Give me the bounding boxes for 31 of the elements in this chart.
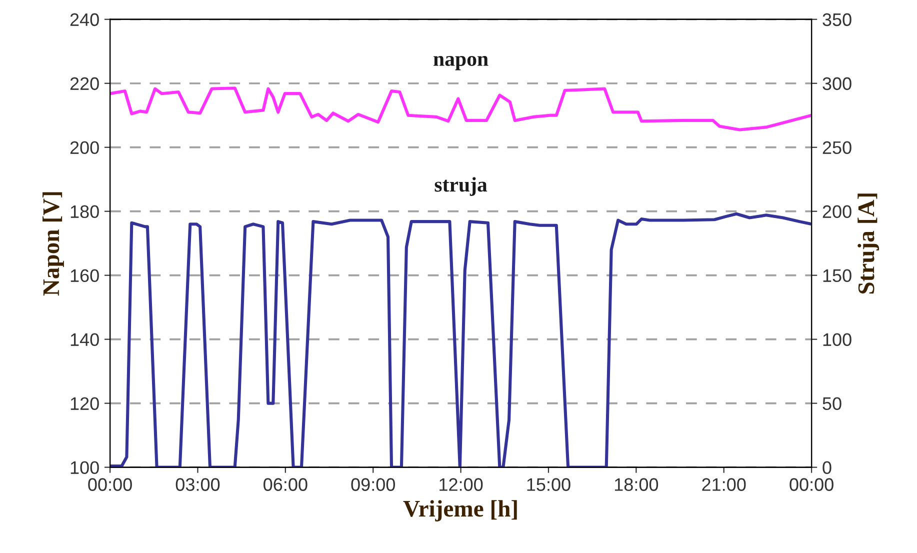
series-label: napon <box>434 56 488 70</box>
y-tick-label: 200 <box>70 141 99 154</box>
y-tick-label: 180 <box>70 205 99 218</box>
x-tick-label: 21:00 <box>702 478 746 491</box>
y2-tick-label: 150 <box>823 269 852 282</box>
x-tick-label: 15:00 <box>527 478 570 491</box>
y2-tick-label: 250 <box>822 141 852 154</box>
series-label: struja <box>434 177 488 196</box>
y-tick-label: 120 <box>70 397 99 410</box>
y2-tick-label: 200 <box>822 205 852 218</box>
y2-tick-label: 100 <box>823 333 852 346</box>
y-tick-label: 160 <box>70 269 99 282</box>
y2-tick-label: 0 <box>822 461 832 474</box>
x-tick-label: 00:00 <box>88 478 132 491</box>
y2-tick-label: 50 <box>822 397 842 410</box>
x-tick-label: 18:00 <box>614 478 658 491</box>
y2-axis-title: Struja [A] <box>858 194 880 294</box>
line-series <box>110 86 812 132</box>
x-tick-label: 00:00 <box>790 478 834 491</box>
y-tick-label: 220 <box>70 77 99 90</box>
y2-tick-label: 350 <box>822 13 852 26</box>
y-tick-label: 100 <box>70 461 99 474</box>
y-axis-title: Napon [V] <box>42 192 64 296</box>
x-tick-label: 06:00 <box>264 478 308 491</box>
x-axis-title: Vrijeme [h] <box>403 500 517 522</box>
x-tick-label: 09:00 <box>351 478 395 491</box>
y-tick-label: 140 <box>70 333 99 346</box>
x-tick-label: 03:00 <box>176 478 220 491</box>
y-tick-label: 240 <box>70 13 99 26</box>
y2-tick-label: 300 <box>822 77 852 90</box>
x-tick-label: 12:00 <box>440 478 483 491</box>
